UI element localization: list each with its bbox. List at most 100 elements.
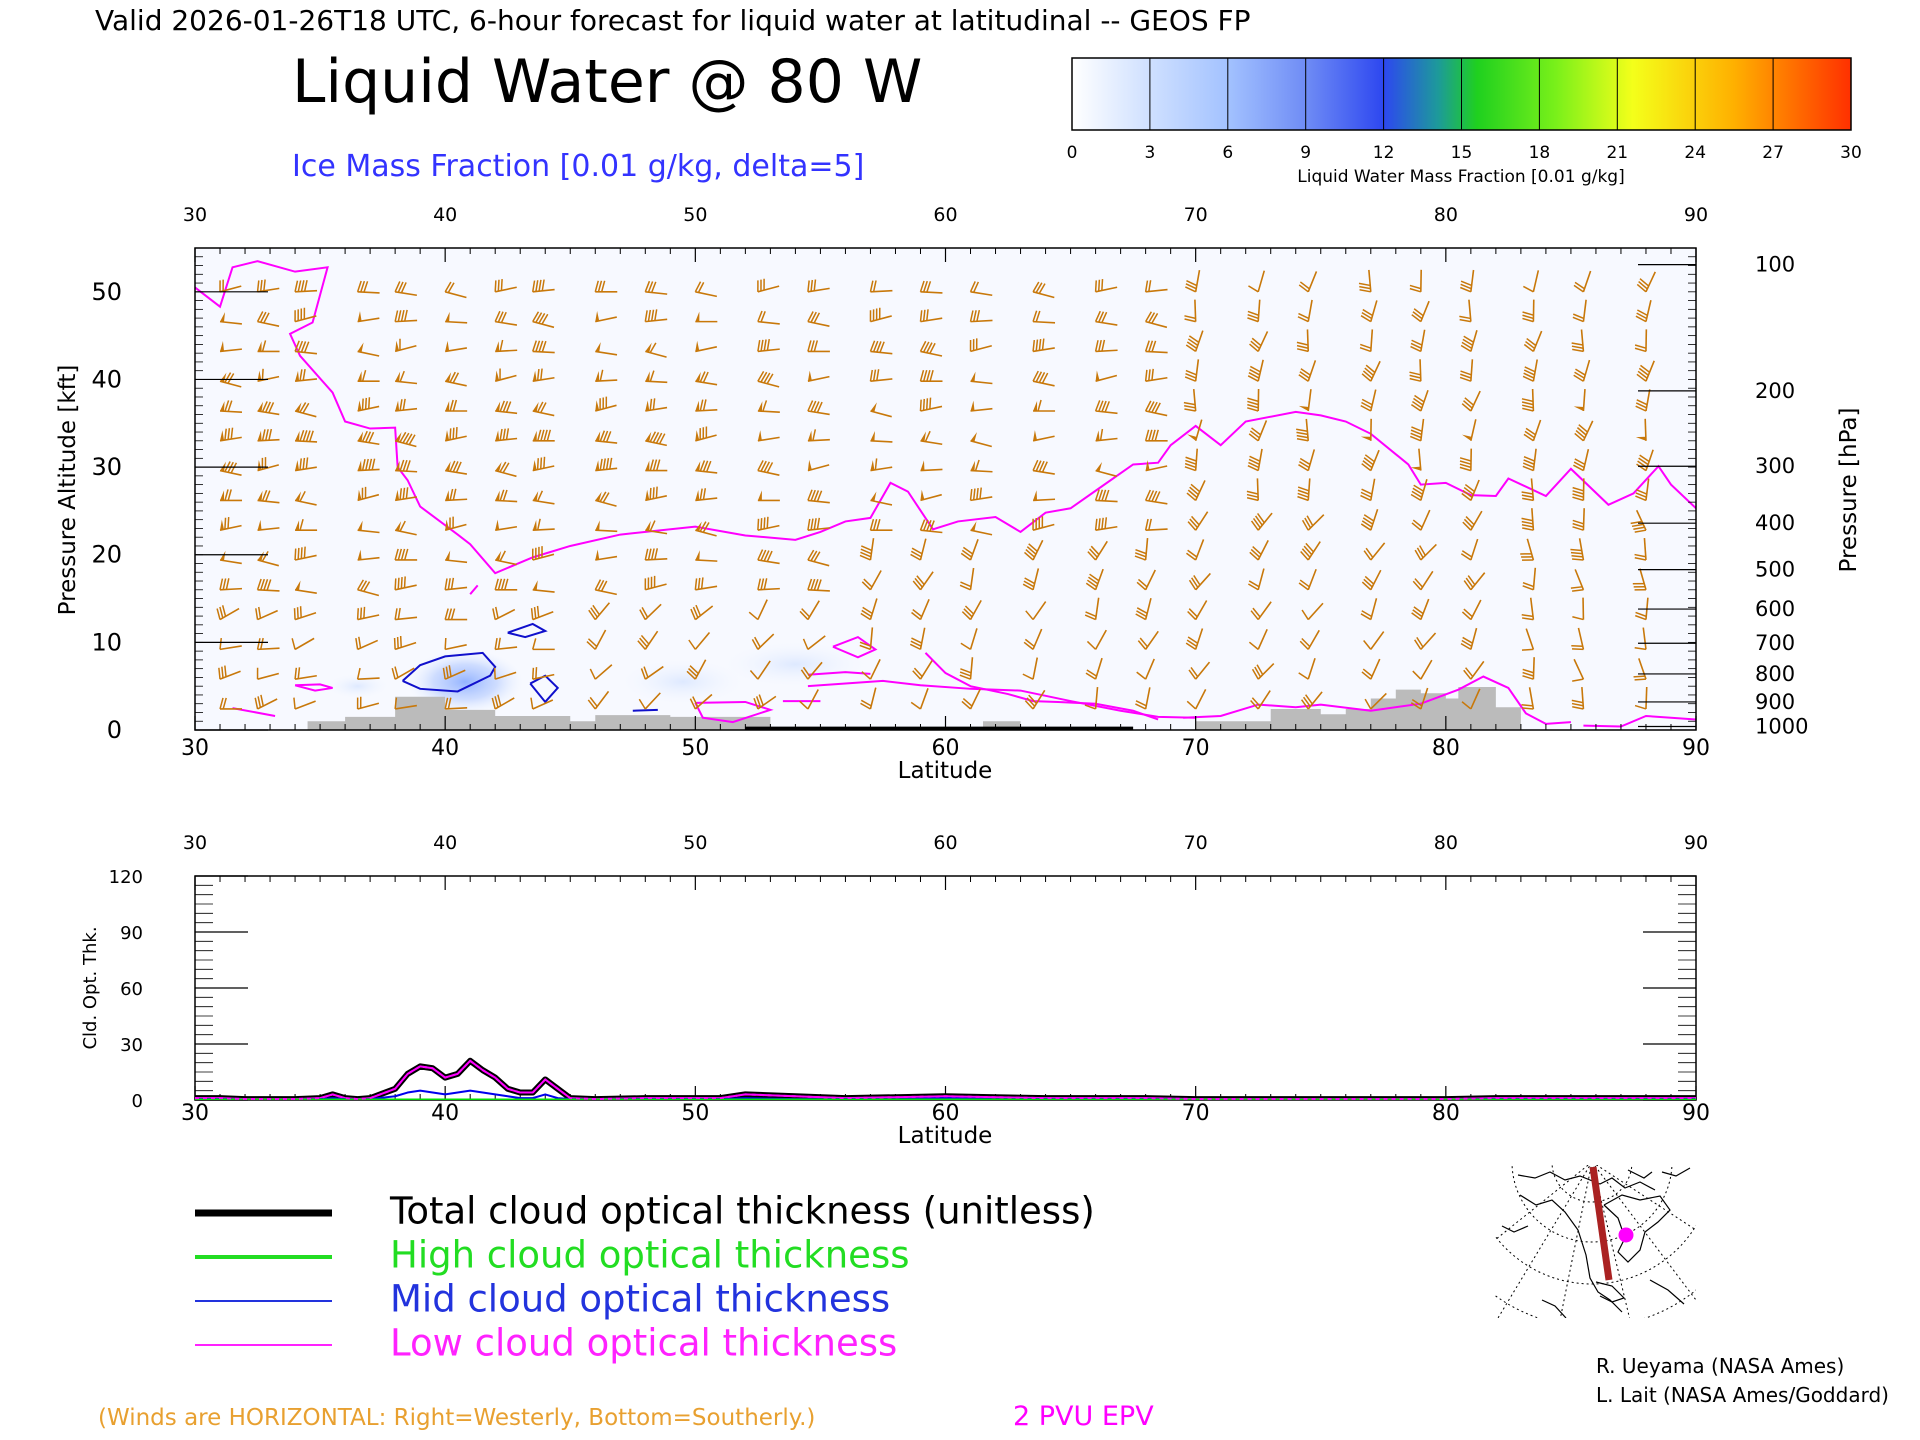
wind-barb-feather [533, 607, 537, 619]
wind-barb-feather [400, 282, 407, 294]
wind-barb-feather [261, 340, 267, 352]
wind-barb-staff [294, 700, 316, 710]
wind-barb [219, 312, 242, 325]
wind-barb-feather [1101, 279, 1104, 291]
wind-barb-feather [538, 546, 540, 559]
ice-contours [401, 622, 658, 712]
wind-barb-feather [1411, 426, 1423, 432]
wind-barb-staff [1644, 418, 1647, 441]
wind-barb [595, 491, 617, 507]
wind-barb-feather [1248, 461, 1260, 469]
wind-barb-feather [499, 368, 501, 380]
wind-barb [1635, 478, 1650, 502]
wind-barb-feather [394, 697, 398, 710]
wind-barb-feather [640, 634, 650, 645]
wind-barb-feather [297, 309, 299, 321]
wind-barb-feather [448, 665, 452, 677]
wind-barb-feather [1364, 698, 1372, 710]
wind-barb-feather [1635, 489, 1648, 495]
wind-barb-feather [494, 696, 499, 708]
wind-barb-feather [394, 666, 399, 678]
wind-barb-feather [539, 457, 543, 469]
wind-barb-feather [799, 610, 809, 621]
wind-barb [1521, 388, 1535, 412]
wind-barb-pennant [495, 461, 502, 472]
wind-barb-staff [294, 588, 317, 595]
main-top-tick-label: 70 [1184, 204, 1208, 226]
wind-barb-feather [1104, 489, 1110, 502]
wind-barb-staff [645, 495, 667, 502]
wind-barb-feather [652, 398, 656, 410]
wind-barb-feather [1363, 578, 1373, 588]
wind-barb-feather [1459, 466, 1472, 472]
wind-barb-feather [647, 548, 652, 560]
wind-barb-feather [1572, 486, 1584, 492]
wind-barb-feather [1186, 552, 1197, 561]
wind-barb-feather [1154, 402, 1161, 414]
wind-barb-feather [397, 548, 403, 561]
wind-barb-feather [702, 427, 705, 439]
wind-barb-feather [1189, 486, 1199, 496]
wind-barb-feather [1640, 364, 1651, 373]
wind-barb [757, 430, 780, 442]
wind-barb-pennant [220, 550, 226, 561]
wind-barb-feather [813, 401, 820, 413]
wind-barb [1187, 419, 1203, 442]
wind-barb [1084, 686, 1099, 710]
winds-note: (Winds are HORIZONTAL: Right=Westerly, B… [98, 1405, 815, 1431]
wind-barb-feather [1464, 483, 1475, 493]
wind-barb-feather [444, 637, 447, 650]
wind-barb [257, 551, 279, 567]
wind-barb-feather [972, 310, 977, 322]
wind-barb [1636, 271, 1656, 293]
wind-barb [1094, 489, 1118, 503]
wind-barb-feather [860, 551, 872, 558]
wind-barb-feather [1250, 610, 1259, 621]
wind-barb-feather [1185, 286, 1196, 293]
wind-barb-feather [1304, 694, 1313, 705]
wind-barb-feather [1184, 466, 1196, 472]
wind-barb-pennant [357, 460, 362, 471]
wind-barb [859, 627, 874, 651]
wind-barb [1635, 418, 1647, 441]
wind-barb-pennant [395, 521, 402, 532]
wind-barb-feather [763, 461, 771, 473]
wind-barb-feather [1148, 401, 1155, 413]
wind-barb-feather [1412, 311, 1423, 320]
wind-barb-feather [536, 605, 540, 618]
wind-barb-feather [1250, 699, 1259, 710]
wind-barb [219, 517, 242, 531]
wind-barb-feather [859, 644, 871, 651]
wind-barb [445, 340, 468, 353]
wind-barb [695, 399, 718, 412]
main-x-tick-label: 60 [932, 736, 960, 761]
wind-barb-feather [1247, 313, 1259, 320]
wind-barb-feather [1035, 517, 1037, 530]
wind-barb-feather [536, 458, 540, 470]
wind-barb-feather [912, 580, 922, 591]
wind-barb-feather [1154, 429, 1159, 441]
wind-barb-feather [1460, 286, 1472, 293]
main-x-tick-label: 30 [181, 736, 209, 761]
wind-barb-feather [1135, 548, 1147, 555]
wind-barb-feather [297, 667, 301, 679]
wind-barb [861, 570, 882, 591]
wind-barb-feather [860, 612, 871, 621]
wind-barb-feather [1636, 463, 1647, 472]
wind-barb-feather [1248, 580, 1260, 588]
wind-barb-feather [763, 550, 770, 562]
wind-barb-feather [1522, 668, 1534, 674]
colorbar: 0 3 6 9 12 15 18 21 24 27 30 Liquid Water Mass Fra… [1067, 57, 1862, 187]
wind-barb [442, 665, 466, 680]
wind-barb [595, 311, 617, 323]
wind-barb-feather [754, 636, 761, 648]
wind-barb-feather [589, 668, 596, 680]
wind-barb [1412, 570, 1434, 591]
wind-barb-feather [1409, 435, 1422, 442]
wind-barb [1570, 538, 1585, 561]
wind-barb [645, 342, 667, 358]
wind-barb [1144, 311, 1168, 329]
wind-barb-staff [1095, 374, 1118, 382]
wind-barb-feather [403, 309, 408, 322]
wind-barb [1358, 269, 1372, 293]
